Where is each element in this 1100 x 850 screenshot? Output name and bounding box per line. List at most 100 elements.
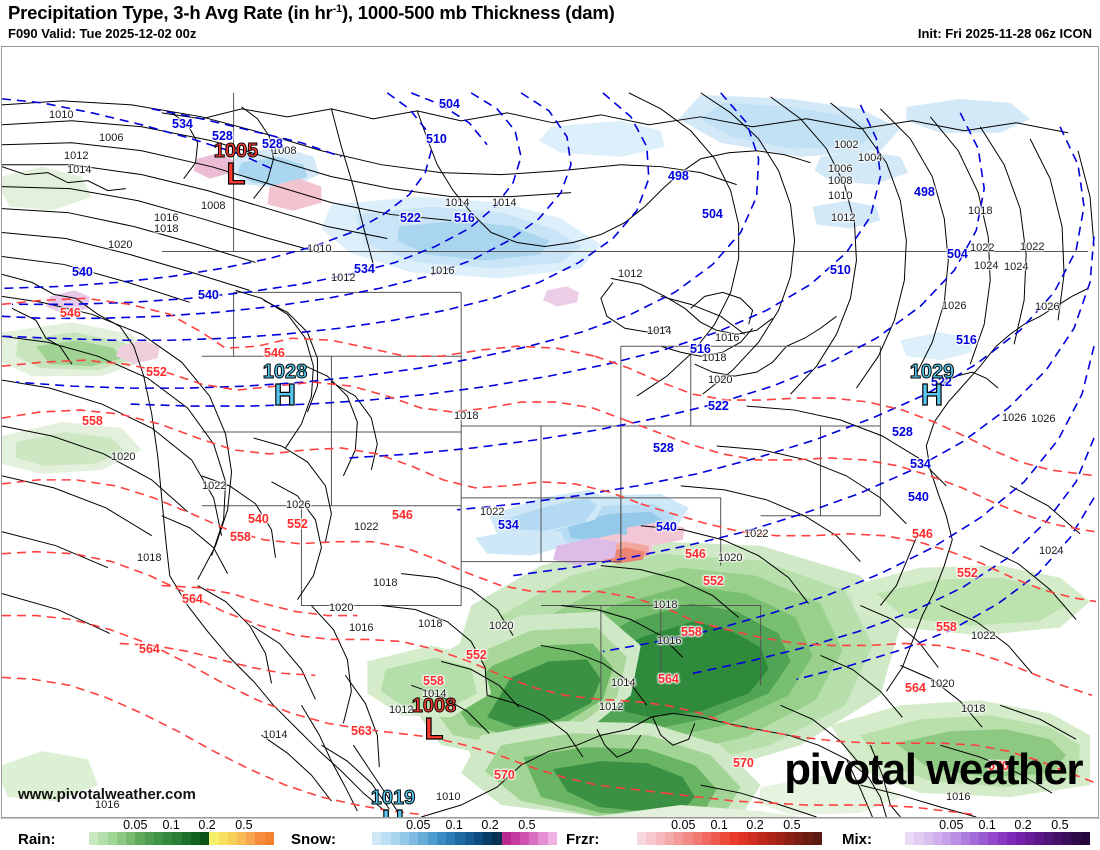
legend-swatch	[236, 832, 247, 845]
legend-tick: 0.05	[406, 818, 431, 832]
thickness-warm-label: 564	[658, 672, 679, 686]
legend-swatch	[418, 832, 428, 845]
legend-swatch	[979, 832, 989, 845]
legend-swatch	[436, 832, 447, 845]
legend-colorbar-frzr[interactable]	[628, 832, 822, 845]
legend-colorbar-mix[interactable]	[896, 832, 1090, 845]
legend-tick: 0.1	[162, 818, 180, 832]
thickness-warm-label: 564	[182, 592, 203, 606]
thickness-warm-label: 564	[905, 681, 926, 695]
thickness-cold-label: 528	[892, 425, 913, 439]
isobar-label: 1016	[946, 791, 971, 803]
isobar-label: 1010	[436, 791, 461, 803]
thickness-warm-label: 558	[230, 530, 251, 544]
thickness-cold-label: 516	[956, 333, 977, 347]
isobar-label: 1006	[828, 163, 853, 175]
isobar-label: 1002	[834, 139, 859, 151]
legend-ticks-snow: 0.05 0.1 0.2 0.5	[363, 818, 557, 832]
legend-swatch	[942, 832, 952, 845]
legend-swatch	[80, 832, 90, 845]
thickness-warm-label: 552	[957, 566, 978, 580]
isobar-label: 1012	[389, 704, 414, 716]
legend-swatch	[181, 832, 191, 845]
thickness-cold-label: 510	[426, 132, 447, 146]
legend-group-rain: Rain: 0.05 0.1 0.2 0.5	[0, 818, 274, 850]
isobar-label: 1016	[430, 265, 455, 277]
isobar-label: 1014	[445, 197, 470, 209]
isobar-label: 1024	[1039, 545, 1064, 557]
legend-swatch	[538, 832, 548, 845]
legend-swatch	[784, 832, 795, 845]
legend-swatch	[409, 832, 419, 845]
legend-swatch	[190, 832, 201, 845]
title-main: Precipitation Type, 3-h Avg Rate (in hr	[8, 2, 333, 23]
isobar-label: 1014	[67, 164, 92, 176]
isobar-label: 1018	[137, 552, 162, 564]
legend-tick: 0.1	[445, 818, 463, 832]
isobar-label: 1020	[930, 678, 955, 690]
pressure-center-glyph: H	[363, 804, 423, 817]
isobar-label: 1026	[286, 499, 311, 511]
legend-swatch	[794, 832, 804, 845]
legend-swatch	[510, 832, 520, 845]
legend-swatch	[1016, 832, 1026, 845]
thickness-warm-label: 540	[248, 512, 269, 526]
legend-swatch	[637, 832, 647, 845]
legend-swatch	[969, 832, 980, 845]
thickness-cold-label: 540	[656, 520, 677, 534]
legend-tick: 0.5	[235, 818, 253, 832]
thickness-cold-label: 534	[172, 117, 193, 131]
legend-swatch	[227, 832, 237, 845]
thickness-warm-label: 546	[912, 527, 933, 541]
legend-group-snow: Snow: 0.05 0.1 0.2 0.5	[273, 818, 557, 850]
thickness-warm-label: 570	[733, 756, 754, 770]
legend-swatch	[960, 832, 970, 845]
legend-swatch	[674, 832, 684, 845]
thickness-cold-label: 534	[910, 457, 931, 471]
legend-swatch	[692, 832, 702, 845]
legend-tick: 0.2	[198, 818, 216, 832]
legend-tick: 0.2	[481, 818, 499, 832]
legend-tick: 0.5	[518, 818, 536, 832]
legend-swatch	[209, 832, 219, 845]
thickness-cold-label: 540	[908, 490, 929, 504]
legend-colorbar-snow[interactable]	[363, 832, 557, 845]
thickness-cold-label: 504	[947, 247, 968, 261]
thickness-warm-label: 552	[703, 574, 724, 588]
isobar-label: 1016	[349, 622, 374, 634]
thickness-cold-label: 516	[454, 211, 475, 225]
legend-divider	[0, 818, 1100, 819]
legend-tick: 0.5	[1051, 818, 1069, 832]
legend-tick: 0.05	[671, 818, 696, 832]
isobar-label: 1008	[201, 200, 226, 212]
legend-swatch	[390, 832, 400, 845]
legend-swatch	[464, 832, 474, 845]
pressure-center-value: 1005	[213, 140, 259, 162]
legend-swatch	[1071, 832, 1081, 845]
geography-outlines	[2, 92, 1089, 817]
legend-swatch	[1043, 832, 1053, 845]
legend-swatch	[547, 832, 557, 845]
thickness-warm-label: 558	[936, 620, 957, 634]
pressure-center-value: 1019	[370, 787, 416, 809]
legend-tick: 0.2	[746, 818, 764, 832]
legend-swatch	[519, 832, 530, 845]
legend-swatch	[1025, 832, 1035, 845]
map-canvas[interactable]: 1010 1006 1012 1014 1008 1016 1018 1020 1008 1010…	[1, 46, 1099, 818]
legend-colorbar-rain[interactable]	[80, 832, 274, 845]
isobar-label: 1012	[618, 268, 643, 280]
legend-tick: 0.1	[710, 818, 728, 832]
isobar-label: 1022	[744, 528, 769, 540]
legend-swatch	[98, 832, 108, 845]
isobar-label: 1006	[99, 132, 124, 144]
pressure-center-glyph: H	[920, 377, 944, 412]
thickness-cold-label: 498	[668, 169, 689, 183]
pressure-center-low: 1005 L	[206, 140, 266, 190]
thickness-warm-label: 558	[82, 414, 103, 428]
legend-bar: Rain: 0.05 0.1 0.2 0.5 Snow: 0.05 0.1 0.2 0.5 Frzr…	[0, 818, 1100, 850]
legend-swatch	[246, 832, 256, 845]
thickness-warm-label: 552	[146, 365, 167, 379]
legend-swatch	[1062, 832, 1072, 845]
legend-tick: 0.2	[1014, 818, 1032, 832]
isobar-label: 1012	[64, 150, 89, 162]
